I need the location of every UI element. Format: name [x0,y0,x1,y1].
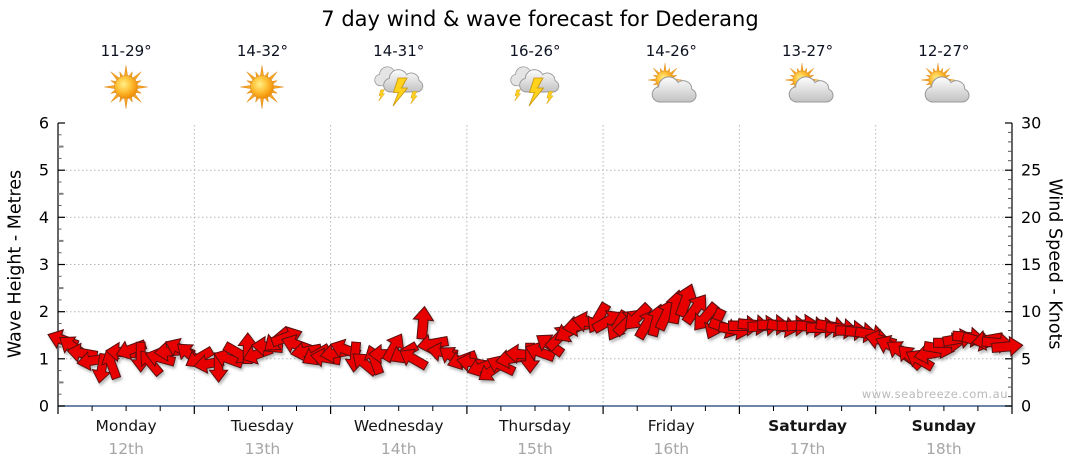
day-name-label: Monday [95,417,157,435]
wind-arrow [412,305,435,340]
sun-cloud-icon [648,63,697,103]
left-axis-tick-label: 1 [39,349,49,368]
weather-icon-slot [234,60,290,114]
watermark: www.seabreeze.com.au [861,387,1008,401]
right-axis-tick-label: 15 [1021,255,1041,274]
day-name-label: Saturday [768,417,848,435]
temperature-range: 14-31° [373,42,425,60]
sun-icon [104,65,148,109]
wind-arrow [399,348,429,371]
storm-icon [510,66,560,107]
left-axis-tick-label: 6 [39,114,49,133]
weather-icon-slot [371,60,427,114]
right-axis-tick-label: 30 [1021,114,1041,133]
right-axis-tick-label: 20 [1021,208,1041,227]
right-axis-tick-label: 25 [1021,161,1041,180]
day-date-label: 17th [789,440,826,458]
left-axis-tick-label: 5 [39,161,49,180]
wind-arrow [208,352,229,383]
chart-title: 7 day wind & wave forecast for Dederang [321,7,759,31]
day-date-label: 14th [380,440,417,458]
wind-arrow [905,349,936,372]
temperature-range: 11-29° [100,42,152,60]
temperature-range: 12-27° [918,42,970,60]
right-axis-ticks: 0 5 10 15 20 25 30 [1005,114,1041,416]
temperature-range: 14-32° [236,42,288,60]
weather-icon-slot [98,60,154,114]
left-axis-tick-label: 0 [39,397,49,416]
right-axis-tick-label: 5 [1021,349,1031,368]
sun-cloud-icon [784,63,834,103]
left-axis-ticks: 0 1 2 3 4 5 6 [39,114,65,416]
wind-arrow [290,341,323,363]
wind-arrow [624,301,653,330]
day-name-label: Thursday [498,417,572,435]
weather-icon-slot [507,60,563,114]
day-name-label: Wednesday [353,417,444,435]
left-axis-tick-label: 2 [39,302,49,321]
wind-arrows [47,283,1024,384]
left-axis-tick-label: 4 [39,208,49,227]
day-date-label: 15th [517,440,553,458]
weather-icon-slot [916,60,972,114]
wind-arrow [486,355,517,377]
wind-arrow [681,294,707,326]
temperature-range: 13-27° [782,42,834,60]
day-date-label: 12th [108,440,144,458]
left-axis-tick-label: 3 [39,255,49,274]
sun-icon [240,65,284,109]
bottom-axis-ticks [57,406,1013,414]
storm-icon [374,66,423,107]
weather-icon-slot [643,60,699,114]
day-date-label: 18th [926,440,962,458]
day-name-label: Friday [647,417,695,435]
wind-arrow [991,335,1024,357]
wind-arrow [519,342,541,374]
sun-cloud-icon [921,63,970,103]
temperature-range: 16-26° [509,42,561,60]
day-name-label: Sunday [911,417,977,435]
right-axis-tick-label: 0 [1021,397,1031,416]
day-name-label: Tuesday [230,417,294,435]
day-date-label: 16th [653,440,690,458]
day-date-label: 13th [244,440,281,458]
temperature-range: 14-26° [645,42,697,60]
weather-icon-slot [780,60,836,114]
right-axis-tick-label: 10 [1021,302,1041,321]
